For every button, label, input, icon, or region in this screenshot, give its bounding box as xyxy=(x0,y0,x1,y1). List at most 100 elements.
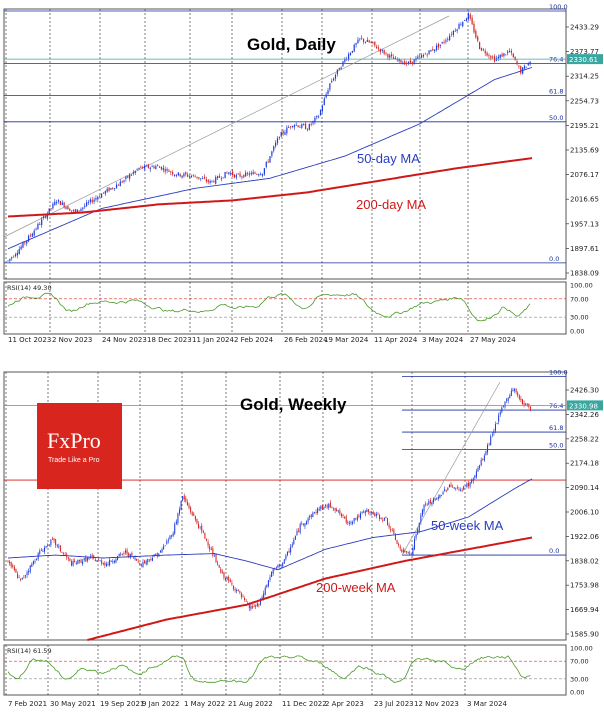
candle-body xyxy=(218,565,220,568)
candle-body xyxy=(246,173,249,174)
candle-body xyxy=(130,174,133,176)
candle-body xyxy=(47,544,49,547)
candle-body xyxy=(347,54,350,60)
candle-body xyxy=(479,465,481,468)
candle-body xyxy=(142,562,144,567)
candle-body xyxy=(512,53,514,58)
candle-body xyxy=(13,256,15,258)
candle-body xyxy=(107,563,109,565)
candle-body xyxy=(106,188,108,192)
candle-body xyxy=(529,406,531,410)
candle-body xyxy=(140,564,142,566)
candle-body xyxy=(462,21,464,27)
daily-chart-title: Gold, Daily xyxy=(247,35,336,54)
candle-body xyxy=(120,553,122,555)
x-tick-label: 21 Aug 2022 xyxy=(228,700,273,708)
candle-body xyxy=(480,459,482,466)
rsi-tick-label: 0.00 xyxy=(570,328,584,336)
candle-body xyxy=(467,483,470,486)
candle-body xyxy=(27,235,30,242)
candle-body xyxy=(201,525,203,532)
candle-body xyxy=(443,42,445,43)
candle-body xyxy=(21,577,23,580)
candle-body xyxy=(377,513,379,515)
candle-body xyxy=(32,561,34,565)
y-tick-label: 1957.13 xyxy=(570,220,599,228)
candle-body xyxy=(421,509,423,516)
candle-body xyxy=(166,169,168,171)
candle-body xyxy=(175,175,178,177)
candle-body xyxy=(87,202,90,203)
candle-body xyxy=(136,169,138,170)
candle-body xyxy=(182,496,184,501)
candle-body xyxy=(258,174,260,176)
candle-body xyxy=(178,509,181,514)
candle-body xyxy=(136,558,138,561)
candle-body xyxy=(501,54,503,57)
candle-body xyxy=(147,164,149,168)
candle-body xyxy=(250,605,252,609)
candle-body xyxy=(394,534,396,540)
candle-body xyxy=(467,13,469,20)
candle-body xyxy=(205,179,207,182)
candle-body xyxy=(173,174,176,176)
candle-body xyxy=(162,167,164,170)
candle-body xyxy=(517,392,519,396)
candle-body xyxy=(99,560,101,562)
candle-body xyxy=(525,403,527,405)
candle-body xyxy=(310,123,312,125)
candle-body xyxy=(266,585,268,588)
ma200-line xyxy=(87,536,533,641)
candle-body xyxy=(144,560,146,563)
candle-body xyxy=(245,601,247,602)
y-tick-label: 2090.14 xyxy=(570,484,599,492)
rsi-tick-label: 70.00 xyxy=(570,295,589,303)
candle-body xyxy=(411,61,413,64)
candle-body xyxy=(190,175,193,178)
candle-body xyxy=(177,172,179,176)
candle-body xyxy=(167,539,169,541)
candle-body xyxy=(42,551,44,553)
x-tick-label: 2 Nov 2023 xyxy=(52,336,92,344)
candle-body xyxy=(309,515,311,518)
candle-body xyxy=(31,564,33,567)
candle-body xyxy=(518,65,520,67)
candle-body xyxy=(293,125,295,128)
candle-body xyxy=(137,561,139,563)
candle-body xyxy=(520,66,522,74)
candle-body xyxy=(404,61,406,65)
candle-body xyxy=(23,576,25,578)
candle-body xyxy=(97,196,99,200)
candle-body xyxy=(134,557,136,560)
y-tick-label: 2174.18 xyxy=(570,460,599,468)
candle-body xyxy=(301,523,303,524)
candle-body xyxy=(94,559,96,562)
candle-body xyxy=(16,252,18,256)
rsi-tick-label: 100.00 xyxy=(570,282,593,290)
candle-body xyxy=(213,181,215,183)
candle-body xyxy=(465,18,468,22)
candle-body xyxy=(295,124,297,126)
candle-body xyxy=(452,486,454,488)
fib-label-100.0: 100.0 xyxy=(549,3,568,11)
candle-body xyxy=(350,522,352,524)
candle-body xyxy=(342,61,344,67)
candle-body xyxy=(320,506,322,509)
fib-trend-line xyxy=(3,15,450,238)
candle-body xyxy=(191,512,193,516)
candle-body xyxy=(493,431,495,434)
x-tick-label: 11 Apr 2024 xyxy=(374,336,418,344)
candle-body xyxy=(258,603,260,605)
candle-body xyxy=(179,173,181,177)
candle-body xyxy=(275,142,277,147)
x-tick-label: 11 Dec 2022 xyxy=(282,700,327,708)
candle-body xyxy=(99,196,101,198)
candle-body xyxy=(155,554,157,556)
candle-body xyxy=(48,208,50,215)
candle-body xyxy=(361,512,363,513)
candle-body xyxy=(188,504,190,509)
ma50-line xyxy=(7,478,533,571)
candle-body xyxy=(76,209,78,214)
candle-body xyxy=(69,208,71,211)
